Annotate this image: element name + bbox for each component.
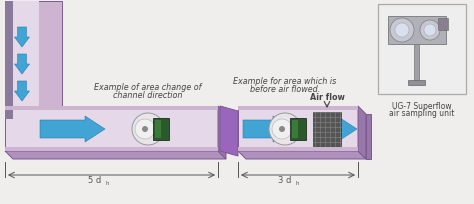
Text: h: h — [295, 180, 299, 185]
Text: Air flow: Air flow — [310, 93, 345, 102]
Bar — [378, 5, 466, 94]
Bar — [313, 112, 341, 146]
Circle shape — [420, 21, 440, 41]
Circle shape — [395, 24, 409, 38]
Circle shape — [135, 119, 155, 139]
Text: Example for area which is: Example for area which is — [233, 77, 337, 86]
FancyArrow shape — [15, 28, 29, 48]
Bar — [5, 147, 218, 151]
Bar — [13, 2, 39, 119]
Polygon shape — [5, 151, 226, 159]
Text: air sampling unit: air sampling unit — [389, 109, 455, 118]
Circle shape — [272, 119, 292, 139]
Text: Example of area change of: Example of area change of — [94, 83, 202, 92]
Circle shape — [269, 113, 301, 145]
Bar — [438, 19, 448, 31]
FancyArrow shape — [40, 116, 105, 142]
Polygon shape — [358, 106, 366, 159]
Bar — [290, 118, 306, 140]
Bar — [414, 45, 419, 83]
Text: 3 d: 3 d — [278, 175, 292, 184]
Bar — [238, 147, 358, 151]
Bar — [238, 106, 358, 151]
Text: h: h — [105, 180, 109, 185]
Text: 5 d: 5 d — [88, 175, 101, 184]
Text: channel direction: channel direction — [113, 91, 183, 100]
Circle shape — [424, 25, 436, 37]
Polygon shape — [366, 114, 371, 159]
Polygon shape — [218, 106, 226, 159]
Polygon shape — [220, 106, 238, 156]
Bar — [153, 118, 169, 140]
Circle shape — [142, 126, 148, 132]
Text: UG-7 Superflow: UG-7 Superflow — [392, 102, 452, 110]
Bar — [292, 120, 298, 138]
Circle shape — [279, 126, 285, 132]
Bar — [5, 106, 218, 110]
Text: before air flowed.: before air flowed. — [250, 85, 320, 94]
FancyArrow shape — [15, 82, 29, 102]
Bar — [5, 2, 62, 119]
Bar — [5, 2, 13, 119]
Circle shape — [390, 19, 414, 43]
Bar — [238, 106, 358, 110]
Circle shape — [132, 113, 164, 145]
FancyArrow shape — [243, 116, 293, 142]
Bar — [155, 120, 161, 138]
FancyArrow shape — [315, 116, 357, 142]
Bar — [408, 81, 425, 86]
Bar — [5, 106, 218, 151]
FancyArrow shape — [15, 55, 29, 75]
Polygon shape — [238, 151, 366, 159]
Bar — [388, 17, 446, 45]
